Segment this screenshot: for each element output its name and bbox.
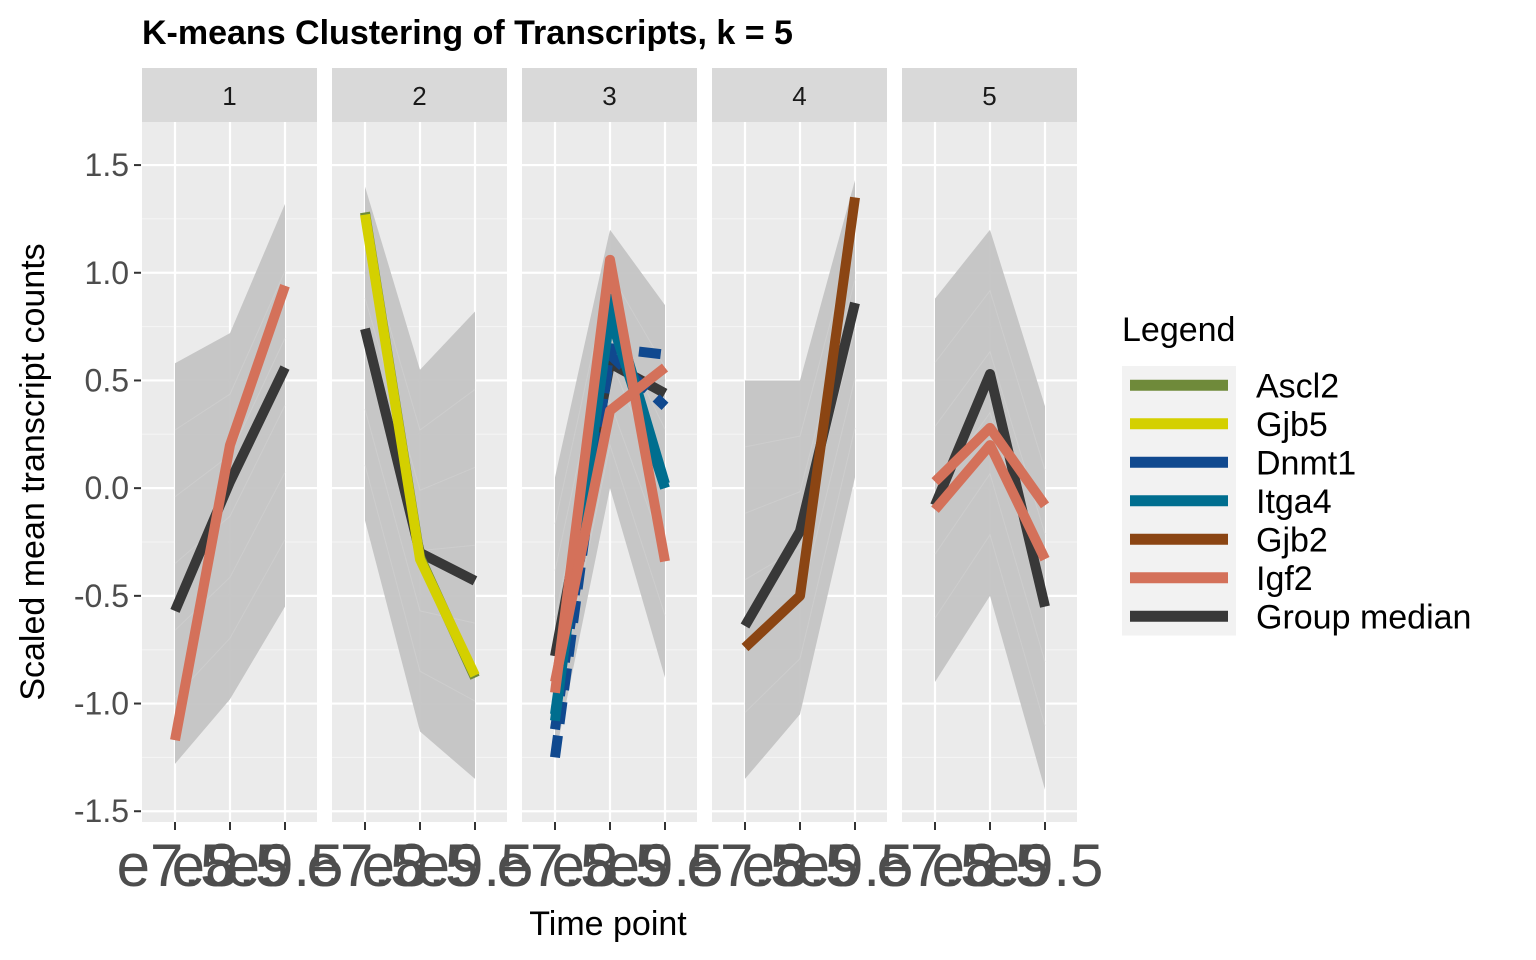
y-axis-title: Scaled mean transcript counts bbox=[14, 243, 52, 700]
y-tick-label: 1.0 bbox=[85, 255, 129, 291]
x-tick-label: e9.5 bbox=[227, 832, 344, 899]
series-line-dnmt1 bbox=[550, 349, 669, 731]
transcript-line bbox=[934, 472, 1046, 663]
series-line-igf2 bbox=[550, 363, 669, 683]
x-tick-label: e7.5 bbox=[497, 832, 614, 899]
x-tick-label: e8.5 bbox=[552, 832, 669, 899]
series-line-igf2 bbox=[170, 284, 290, 742]
x-tick-label: e8.5 bbox=[932, 832, 1049, 899]
transcript-line bbox=[364, 297, 476, 491]
facet-strip-label: 4 bbox=[792, 81, 806, 111]
series-line-igf2 bbox=[931, 422, 1050, 509]
transcript-band bbox=[555, 229, 665, 758]
transcript-line bbox=[364, 464, 476, 702]
y-tick-label: 0.5 bbox=[85, 362, 129, 398]
facet-strip-label: 2 bbox=[412, 81, 426, 111]
transcript-line bbox=[744, 427, 856, 713]
x-axis-title: Time point bbox=[529, 905, 687, 943]
x-tick-label: e8.5 bbox=[742, 832, 859, 899]
y-axis: 1.5 1.0 0.5 0.0 -0.5 -1.0 -1.5 bbox=[74, 147, 141, 829]
legend-title: Legend bbox=[1122, 311, 1235, 349]
facet-strip bbox=[712, 68, 887, 122]
facet-strip-label: 3 bbox=[602, 81, 616, 111]
transcript-line bbox=[934, 533, 1046, 726]
facet-strip bbox=[522, 68, 697, 122]
x-tick-label: e9.5 bbox=[797, 832, 914, 899]
y-tick-label: 0.0 bbox=[85, 470, 129, 506]
chart-title: K-means Clustering of Transcripts, k = 5 bbox=[142, 14, 793, 52]
series-line-group-median bbox=[740, 301, 860, 629]
y-tick-label: -0.5 bbox=[74, 578, 129, 614]
y-tick-label: -1.0 bbox=[74, 686, 129, 722]
legend-label: Itga4 bbox=[1256, 483, 1332, 521]
x-tick-label: e7.5 bbox=[307, 832, 424, 899]
legend-label: Ascl2 bbox=[1256, 367, 1339, 405]
x-tick-label: e8.5 bbox=[362, 832, 479, 899]
legend-label: Dnmt1 bbox=[1256, 444, 1356, 482]
transcript-band bbox=[935, 229, 1045, 790]
x-tick-label: e9.5 bbox=[607, 832, 724, 899]
facet-strip bbox=[332, 68, 507, 122]
facet-panel-5: 5 e7.5e8.5e9.5 bbox=[877, 68, 1104, 899]
legend-label: Igf2 bbox=[1256, 560, 1313, 598]
facet-strip-label: 1 bbox=[222, 81, 236, 111]
series-line-gjb5 bbox=[360, 213, 480, 678]
x-tick-label: e7.5 bbox=[117, 832, 234, 899]
legend: Legend Ascl2Gjb5Dnmt1Itga4Gjb2Igf2Group … bbox=[1122, 311, 1471, 636]
legend-label: Group median bbox=[1256, 598, 1471, 636]
series-line-igf2 bbox=[931, 440, 1050, 562]
transcript-line bbox=[364, 409, 476, 624]
transcript-line bbox=[174, 270, 286, 431]
facet-strip bbox=[142, 68, 317, 122]
facet-panel-2: 2 e7.5e8.5e9.5 bbox=[307, 68, 534, 899]
y-tick-label: 1.5 bbox=[85, 147, 129, 183]
transcript-line bbox=[934, 289, 1046, 471]
facet-strip bbox=[902, 68, 1077, 122]
transcript-line bbox=[174, 539, 286, 698]
facet-panels: 1e7.5e8.5e9.52e7.5e8.5e9.53e7.5e8.5e9.54… bbox=[117, 68, 1104, 899]
y-tick-label: -1.5 bbox=[74, 793, 129, 829]
x-tick-label: e9.5 bbox=[987, 832, 1104, 899]
x-tick-label: e8.5 bbox=[172, 832, 289, 899]
series-line-gjb2 bbox=[741, 196, 860, 652]
transcript-line bbox=[174, 472, 286, 631]
x-tick-label: e7.5 bbox=[687, 832, 804, 899]
x-tick-label: e7.5 bbox=[877, 832, 994, 899]
facet-panel-1: 1 e7.5e8.5e9.5 bbox=[117, 68, 344, 899]
transcript-band bbox=[745, 180, 855, 779]
facet-panel-3: 3 e7.5e8.5e9.5 bbox=[497, 68, 724, 899]
series-line-igf2 bbox=[550, 254, 670, 694]
facet-strip-label: 5 bbox=[982, 81, 996, 111]
legend-label: Gjb2 bbox=[1256, 521, 1328, 559]
transcript-line bbox=[174, 405, 286, 564]
facet-panel-4: 4 e7.5e8.5e9.5 bbox=[687, 68, 914, 899]
legend-label: Gjb5 bbox=[1256, 406, 1328, 444]
x-tick-label: e9.5 bbox=[417, 832, 534, 899]
transcript-line bbox=[744, 328, 856, 581]
series-line-group-median bbox=[170, 365, 290, 613]
